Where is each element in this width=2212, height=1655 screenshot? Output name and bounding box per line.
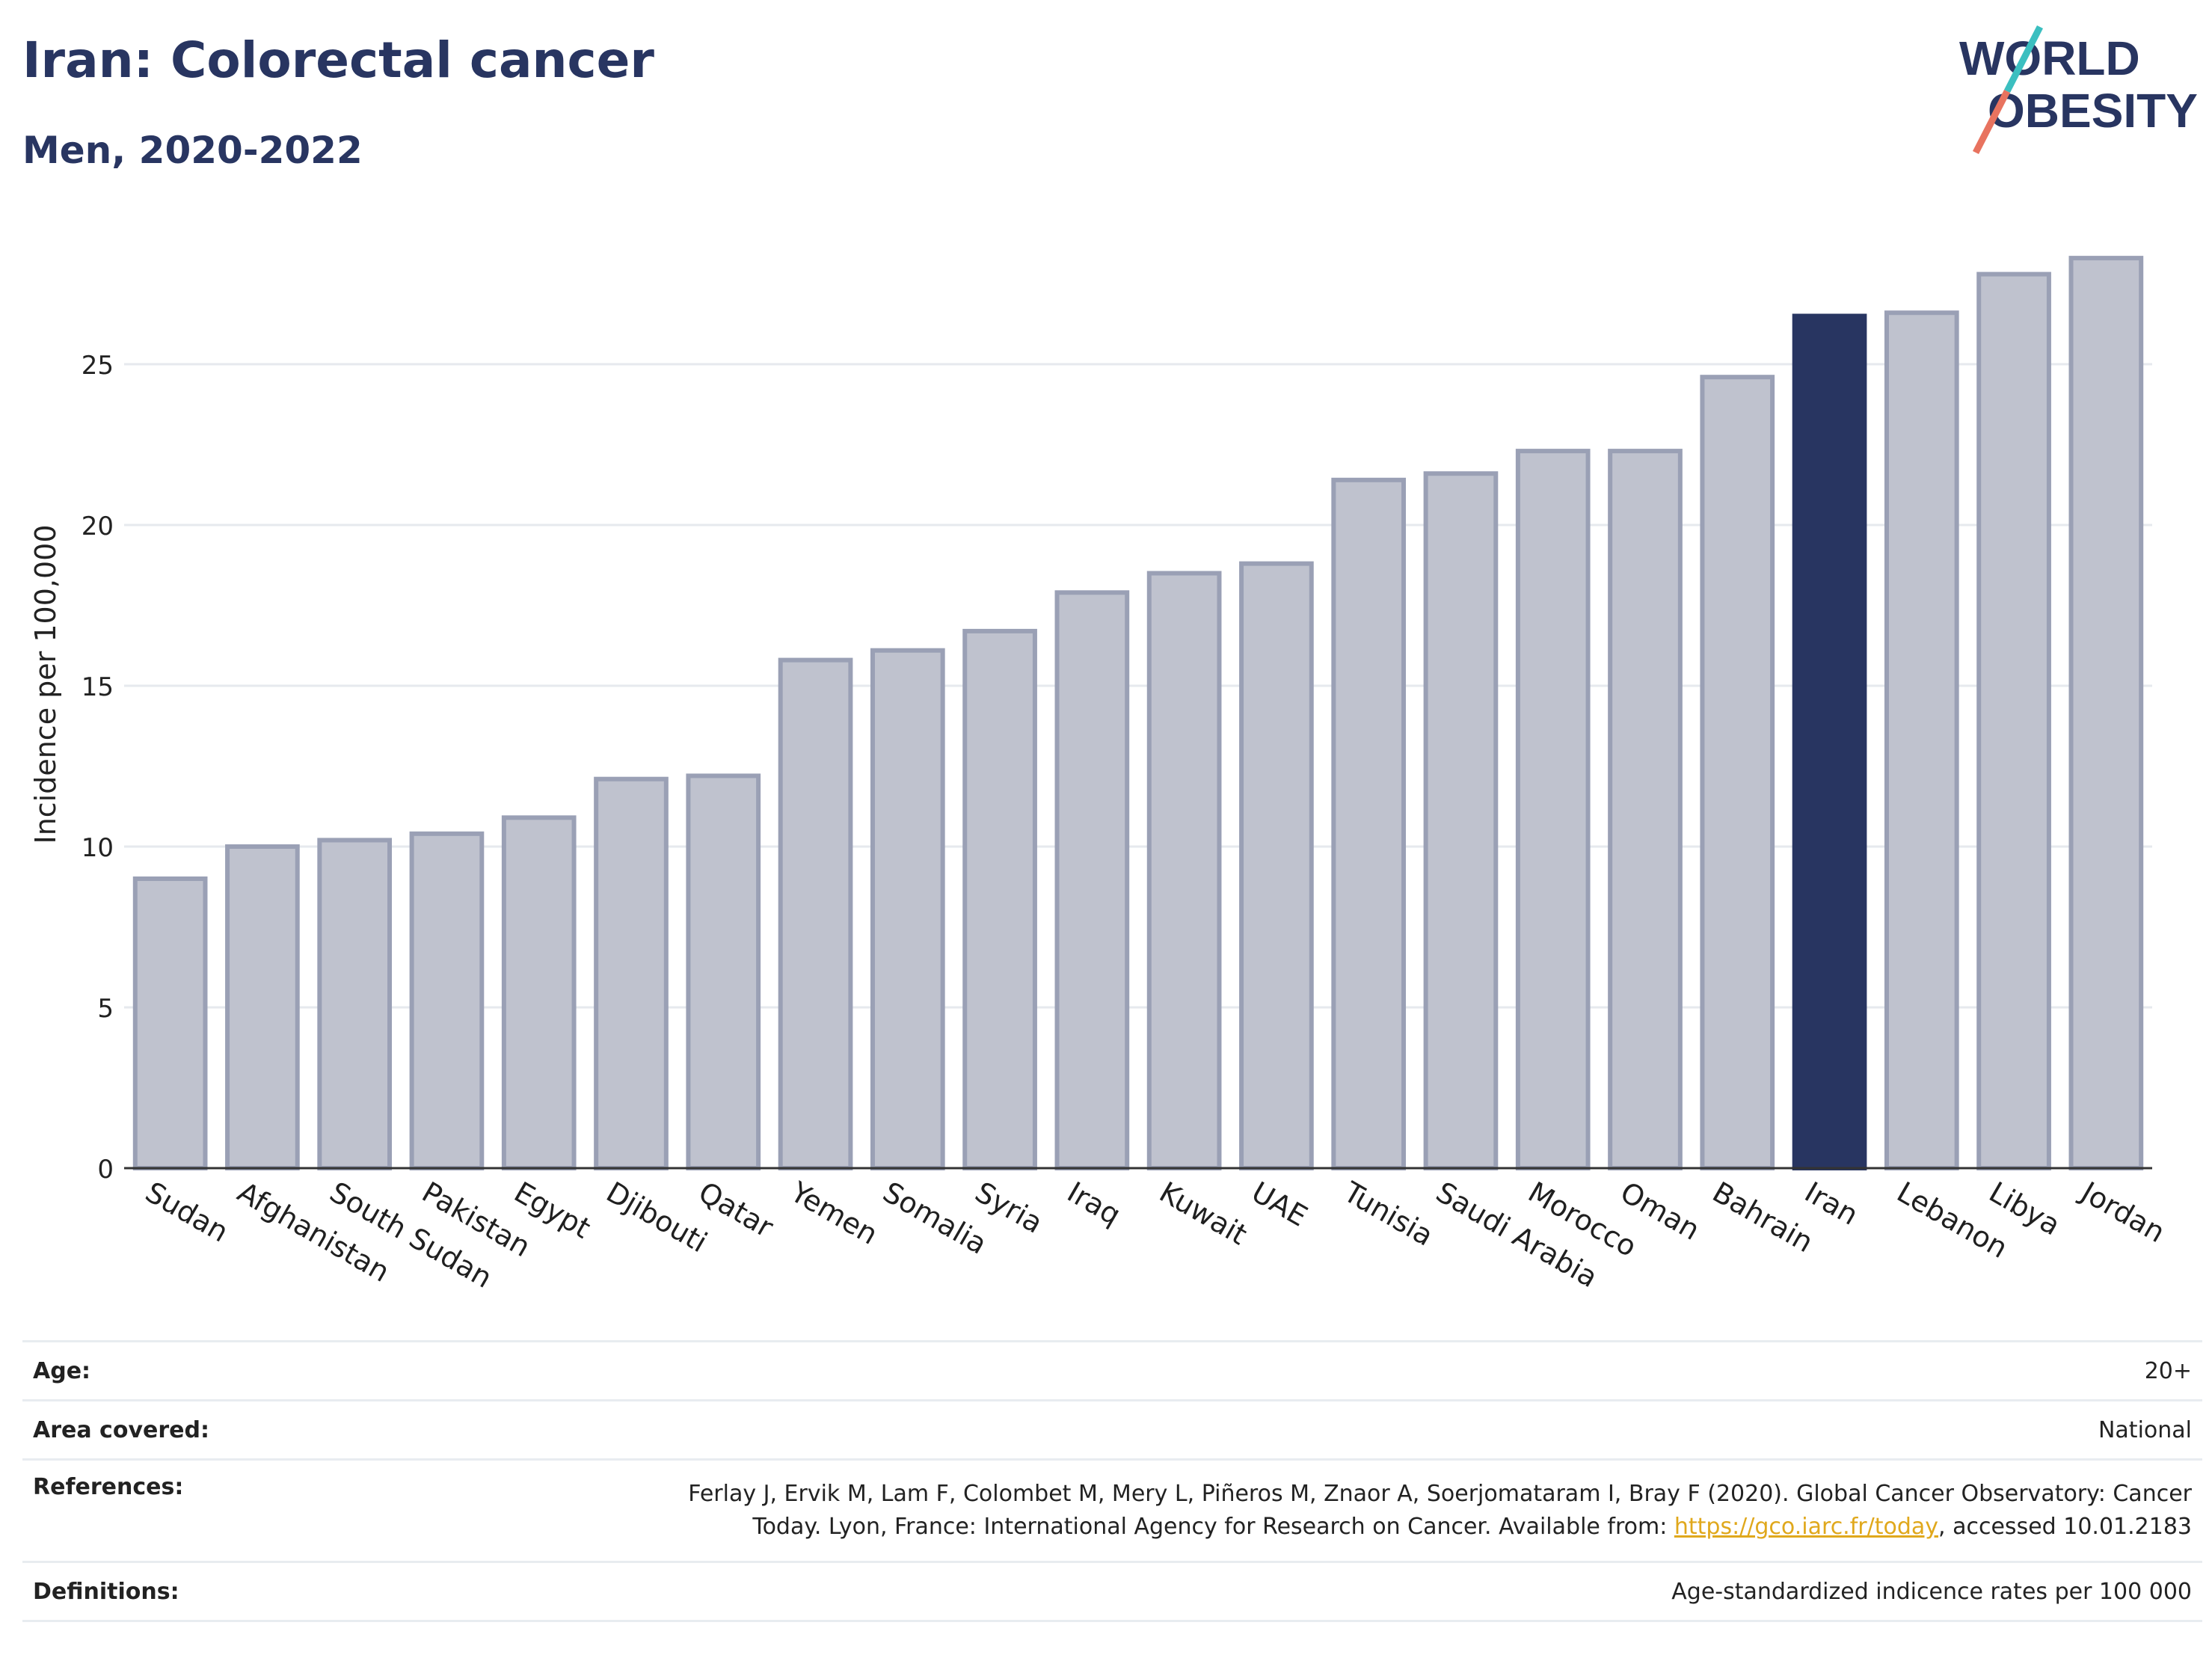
x-tick-label: Somalia (877, 1176, 992, 1261)
bar-djibouti (594, 776, 669, 1170)
meta-label-definitions: Definitions: (22, 1561, 567, 1622)
y-axis-label: Incidence per 100,000 (29, 524, 62, 844)
bar-uae (1239, 561, 1314, 1170)
bar-qatar (686, 773, 761, 1170)
x-tick-label: Yemen (784, 1175, 883, 1251)
bar-sudan (132, 876, 208, 1170)
meta-label-references: References: (22, 1458, 567, 1563)
bars (132, 256, 2144, 1171)
references-line2-post: , accessed 10.01.2183 (1938, 1514, 2192, 1540)
y-tick-label: 0 (97, 1155, 114, 1185)
bar-yemen (778, 657, 853, 1170)
bar-afghanistan (225, 844, 300, 1170)
page-title: Iran: Colorectal cancer (22, 31, 654, 89)
page-subtitle: Men, 2020-2022 (22, 129, 363, 172)
bar-egypt (501, 815, 577, 1171)
y-tick-label: 25 (82, 351, 114, 381)
bar-tunisia (1331, 477, 1407, 1170)
meta-row-definitions: Definitions: Age-standardized indicence … (22, 1561, 2202, 1622)
bar-jordan (2068, 256, 2144, 1171)
metadata-table: Age: 20+ Area covered: National Referenc… (22, 1340, 2202, 1622)
bar-syria (962, 628, 1037, 1170)
bar-oman (1608, 449, 1683, 1170)
y-tick-label: 5 (97, 994, 114, 1024)
logo-slash-coral (1972, 89, 2011, 155)
meta-row-references: References: Ferlay J, Ervik M, Lam F, Co… (22, 1458, 2202, 1563)
meta-row-age: Age: 20+ (22, 1340, 2202, 1401)
y-tick-label: 10 (82, 833, 114, 863)
bar-pakistan (409, 831, 485, 1171)
x-tick-label: UAE (1246, 1176, 1312, 1233)
bar-lebanon (1884, 310, 1959, 1171)
meta-value-references: Ferlay J, Ervik M, Lam F, Colombet M, Me… (567, 1458, 2202, 1563)
bar-morocco (1515, 449, 1591, 1170)
bar-saudi-arabia (1423, 471, 1499, 1170)
x-tick-label: Djibouti (601, 1176, 713, 1259)
x-tick-label: Kuwait (1154, 1176, 1253, 1252)
world-obesity-logo: WORLD OBESITY (1959, 25, 2198, 155)
bar-bahrain (1700, 375, 1775, 1171)
bar-somalia (870, 648, 945, 1170)
logo-line2: OBESITY (1988, 84, 2198, 138)
bar-south-sudan (317, 838, 393, 1171)
meta-label-age: Age: (22, 1340, 567, 1401)
y-tick-label: 20 (82, 512, 114, 541)
meta-label-area: Area covered: (22, 1399, 567, 1461)
references-line1: Ferlay J, Ervik M, Lam F, Colombet M, Me… (688, 1481, 2192, 1507)
logo-slash-teal (2003, 25, 2044, 93)
x-tick-label: Sudan (140, 1176, 234, 1249)
bar-kuwait (1146, 571, 1222, 1170)
x-tick-label: Jordan (2074, 1175, 2170, 1250)
bar-libya (1976, 271, 2051, 1171)
references-link[interactable]: https://gco.iarc.fr/today (1674, 1514, 1939, 1540)
meta-value-age: 20+ (567, 1340, 2202, 1401)
logo-line1: WORLD (1959, 31, 2140, 85)
references-line2-pre: Today. Lyon, France: International Agenc… (752, 1514, 1674, 1540)
bar-iran (1792, 313, 1867, 1170)
x-tick-label: Bahrain (1707, 1176, 1819, 1259)
y-tick-label: 15 (82, 672, 114, 702)
y-tick-labels: 0 5 10 15 20 25 (82, 351, 114, 1185)
meta-value-definitions: Age-standardized indicence rates per 100… (567, 1561, 2202, 1622)
x-tick-label: Iraq (1062, 1176, 1126, 1232)
meta-value-area: National (567, 1399, 2202, 1461)
x-tick-label: Iran (1799, 1176, 1864, 1232)
bar-iraq (1054, 590, 1130, 1170)
meta-row-area: Area covered: National (22, 1399, 2202, 1461)
x-tick-label: Tunisia (1338, 1175, 1439, 1253)
